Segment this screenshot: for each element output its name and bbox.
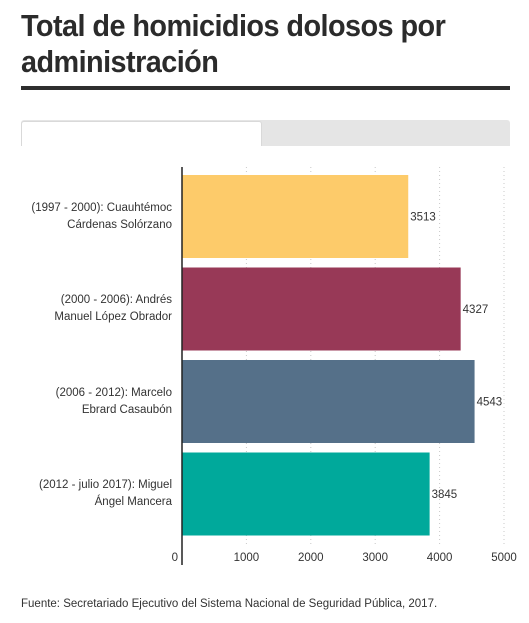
bar — [182, 175, 409, 258]
category-label-line: (2006 - 2012): Marcelo — [55, 386, 172, 399]
data-label: 3845 — [432, 489, 458, 501]
bar — [182, 267, 461, 351]
tab-active[interactable] — [21, 121, 262, 146]
category-label: (2012 - julio 2017): Miguel Ángel Mancera — [10, 477, 172, 511]
category-label: (1997 - 2000): Cuauhtémoc Cárdenas Solórz… — [10, 200, 172, 234]
category-label: (2000 - 2006): Andrés Manuel López Obrado… — [10, 292, 172, 326]
title-line-2: administración — [21, 44, 219, 79]
data-label: 4543 — [477, 397, 503, 409]
category-label-line: Ebrard Casaubón — [81, 403, 172, 416]
category-label: (2006 - 2012): Marcelo Ebrard Casaubón — [10, 385, 172, 419]
category-label-line: (2000 - 2006): Andrés — [60, 294, 172, 306]
data-label: 3513 — [410, 212, 436, 224]
tick-label: 2000 — [298, 552, 324, 564]
bar — [182, 360, 475, 443]
data-label: 4327 — [463, 304, 489, 316]
tick-label: 1000 — [234, 552, 260, 564]
title-line-1: Total de homicidios dolosos por — [21, 8, 446, 43]
tick-label: 5000 — [491, 552, 517, 564]
tick-label: 4000 — [427, 552, 453, 564]
category-label-line: (2012 - julio 2017): Miguel — [39, 479, 172, 491]
bar — [182, 452, 430, 536]
tick-label: 0 — [172, 552, 178, 564]
tick-label: 3000 — [362, 552, 388, 564]
chart-title: Total de homicidios dolosos por administ… — [21, 8, 477, 80]
title-divider — [21, 86, 510, 90]
source-note: Fuente: Secretariado Ejecutivo del Siste… — [21, 598, 438, 610]
category-label-line: Ángel Mancera — [94, 496, 172, 508]
category-label-line: (1997 - 2000): Cuauhtémoc — [31, 201, 172, 214]
category-label-line: Manuel López Obrador — [54, 311, 172, 323]
category-label-line: Cárdenas Solórzano — [67, 218, 172, 231]
